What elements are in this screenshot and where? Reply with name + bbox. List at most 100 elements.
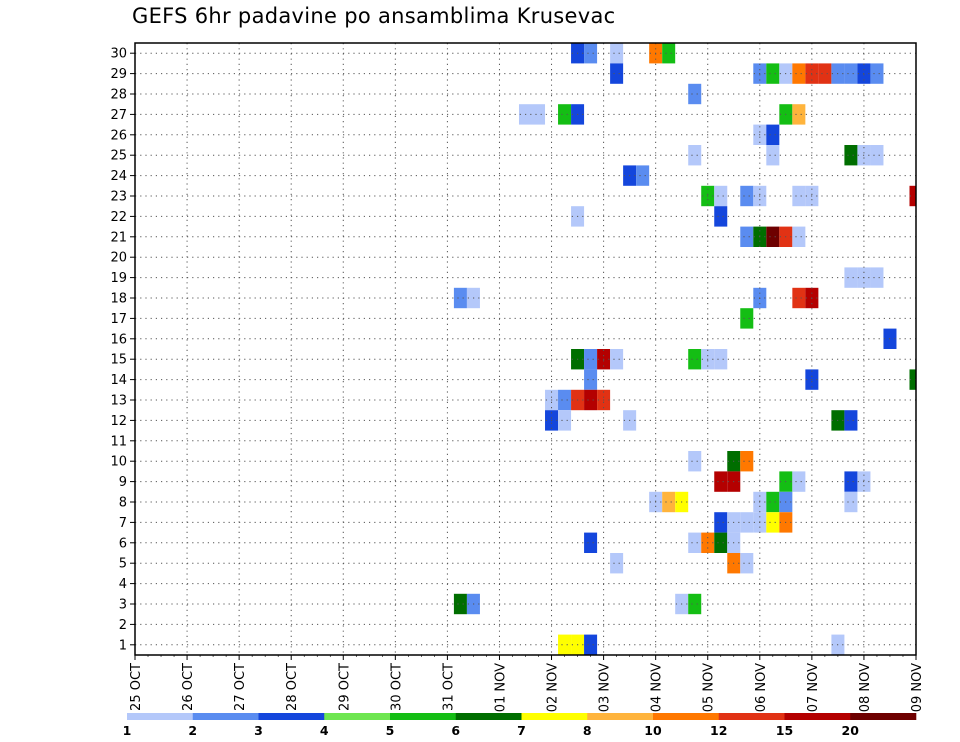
heatmap-cell	[844, 471, 858, 492]
x-axis: 25 OCT 26 OCT 27 OCT 28 OCT 29 OCT 30 OCT 31 O…	[129, 655, 925, 712]
heatmap-cells	[453, 43, 916, 655]
colorbar-swatch	[850, 713, 917, 720]
y-tick-label: 3	[119, 598, 127, 613]
heatmap-cell	[909, 185, 916, 207]
y-tick-label: 19	[110, 271, 127, 286]
colorbar-label: 1	[123, 723, 132, 738]
y-axis: 1234567891011121314151617181920212223242…	[110, 47, 135, 653]
heatmap-cell	[766, 226, 780, 247]
y-tick-label: 18	[110, 292, 127, 307]
colorbar-label: 4	[320, 723, 329, 738]
heatmap-cell	[584, 43, 598, 64]
heatmap-cell	[740, 226, 754, 247]
heatmap-cell	[610, 349, 624, 370]
colorbar-swatch	[587, 713, 654, 720]
heatmap-cell	[740, 185, 754, 207]
colorbar-swatch	[455, 713, 522, 720]
colorbar: 1 2 3 4 5 6 7 8 10 12 15 20	[123, 713, 917, 738]
heatmap-cell	[610, 553, 624, 574]
x-tick-label: 02 NOV	[546, 663, 561, 712]
x-tick-label: 25 OCT	[129, 663, 144, 711]
grid-lines	[135, 43, 916, 655]
colorbar-label: 2	[188, 723, 197, 738]
colorbar-swatch	[324, 713, 391, 720]
heatmap-cell	[870, 63, 884, 84]
x-tick-label: 31 OCT	[441, 663, 456, 711]
heatmap-cell	[584, 532, 598, 553]
y-tick-label: 1	[119, 638, 127, 653]
heatmap-cell	[558, 389, 572, 411]
heatmap-cell	[844, 267, 858, 288]
y-tick-label: 7	[119, 516, 127, 531]
heatmap-cell	[688, 593, 702, 615]
y-tick-label: 23	[110, 190, 127, 205]
x-tick-label: 29 OCT	[337, 663, 352, 711]
heatmap-cell	[844, 410, 858, 431]
x-tick-label: 07 NOV	[806, 663, 821, 712]
heatmap-cell	[740, 512, 754, 533]
y-tick-label: 5	[119, 557, 127, 572]
y-tick-label: 28	[110, 88, 127, 103]
y-tick-label: 6	[119, 536, 127, 551]
y-tick-label: 20	[110, 251, 127, 266]
heatmap-cell	[766, 63, 780, 84]
heatmap-cell	[453, 287, 467, 309]
heatmap-cell	[792, 226, 806, 247]
heatmap-cell	[688, 532, 702, 553]
colorbar-label: 15	[776, 723, 793, 738]
heatmap-cell	[792, 471, 806, 492]
heatmap-cell	[792, 104, 806, 125]
x-tick-label: 05 NOV	[702, 663, 717, 712]
heatmap-cell	[584, 349, 598, 370]
heatmap-cell	[584, 389, 598, 411]
heatmap-cell	[870, 145, 884, 166]
colorbar-label: 10	[644, 723, 662, 738]
heatmap-cell	[766, 145, 780, 166]
x-tick-label: 28 OCT	[285, 663, 300, 711]
heatmap-cell	[844, 145, 858, 166]
x-tick-label: 06 NOV	[754, 663, 769, 712]
heatmap-cell	[714, 512, 728, 533]
y-tick-label: 29	[110, 67, 127, 82]
y-tick-label: 27	[110, 108, 127, 123]
y-tick-label: 8	[119, 496, 127, 511]
x-tick-label: 04 NOV	[650, 663, 665, 712]
heatmap-cell	[688, 451, 702, 472]
x-tick-label: 30 OCT	[389, 663, 404, 711]
y-tick-label: 30	[110, 47, 127, 62]
y-tick-label: 4	[119, 577, 127, 592]
heatmap-cell	[818, 63, 832, 84]
chart-title: GEFS 6hr padavine po ansamblima Krusevac	[132, 4, 616, 28]
colorbar-label: 3	[254, 723, 263, 738]
x-tick-label: 27 OCT	[233, 663, 248, 711]
heatmap-cell	[792, 63, 806, 84]
heatmap-cell	[584, 634, 598, 655]
x-tick-label: 03 NOV	[598, 663, 613, 712]
x-tick-label: 09 NOV	[910, 663, 925, 712]
heatmap-cell	[740, 553, 754, 574]
heatmap-cell	[453, 593, 467, 615]
heatmap-cell	[558, 104, 572, 125]
y-tick-label: 10	[110, 455, 127, 470]
heatmap-cell	[870, 267, 884, 288]
x-tick-label: 26 OCT	[181, 663, 196, 711]
y-tick-label: 16	[110, 332, 127, 347]
heatmap-cell	[610, 63, 624, 84]
heatmap-cell	[909, 369, 916, 390]
colorbar-swatch	[258, 713, 325, 720]
colorbar-swatch	[390, 713, 457, 720]
heatmap-cell	[844, 63, 858, 84]
x-tick-label: 01 NOV	[493, 663, 508, 712]
colorbar-label: 7	[517, 723, 526, 738]
colorbar-swatch	[127, 713, 194, 720]
heatmap-cell	[558, 410, 572, 431]
colorbar-swatch	[521, 713, 588, 720]
heatmap-cell	[714, 532, 728, 553]
colorbar-label: 6	[451, 723, 460, 738]
colorbar-swatch	[192, 713, 259, 720]
heatmap-cell	[688, 349, 702, 370]
colorbar-label: 5	[386, 723, 395, 738]
y-tick-label: 17	[110, 312, 127, 327]
heatmap-cell	[662, 491, 676, 513]
